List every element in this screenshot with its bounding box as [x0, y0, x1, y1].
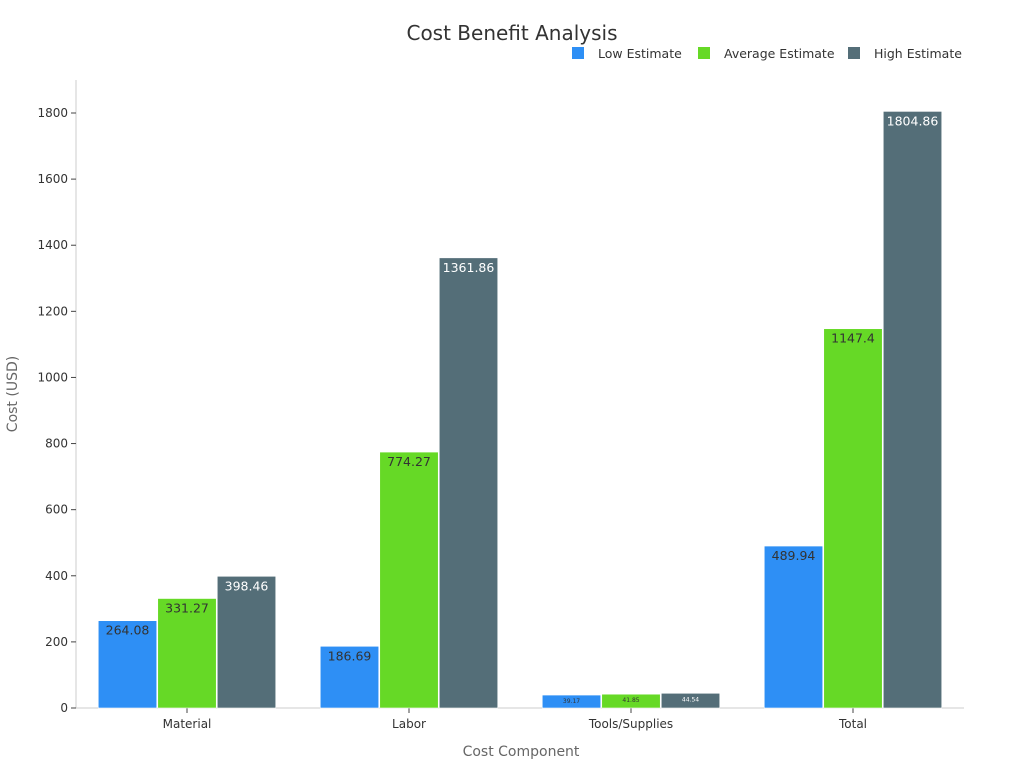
bar	[379, 451, 439, 709]
y-tick-label: 1800	[37, 106, 68, 120]
bar-data-label: 39.17	[563, 698, 580, 705]
bar-data-label: 1147.4	[831, 331, 875, 346]
legend-swatch	[572, 47, 584, 59]
bar-data-label: 1361.86	[443, 260, 495, 275]
bar-data-label: 264.08	[106, 623, 150, 638]
bar	[97, 620, 158, 709]
y-tick-label: 1600	[37, 172, 68, 186]
y-tick-label: 1400	[37, 238, 68, 252]
bar-data-label: 398.46	[225, 578, 269, 593]
y-tick-label: 1000	[37, 370, 68, 384]
bar	[157, 598, 217, 709]
bar-data-label: 489.94	[772, 548, 816, 563]
bar-data-label: 1804.86	[887, 113, 939, 128]
y-tick-label: 800	[45, 437, 68, 451]
legend-label: Low Estimate	[598, 46, 682, 61]
bar-data-label: 186.69	[328, 648, 372, 663]
axes: 0 200 400 600 800 1000 1200 1400 1600 1800 Materia…	[37, 80, 964, 731]
y-tick-label: 400	[45, 569, 68, 583]
bar-data-label: 44.54	[682, 696, 699, 703]
y-tick-label: 1200	[37, 304, 68, 318]
bar-data-label: 331.27	[165, 600, 209, 615]
legend-label: Average Estimate	[724, 46, 835, 61]
bar	[541, 694, 602, 709]
bars	[97, 111, 943, 709]
bar	[823, 328, 883, 709]
bar	[601, 693, 661, 709]
legend-swatch	[698, 47, 710, 59]
bar-labels: 264.08 331.27 398.46 186.69 774.27 1361.86 39.…	[106, 113, 939, 705]
x-tick-label: Tools/Supplies	[588, 717, 673, 731]
bar	[660, 692, 721, 709]
bar	[882, 111, 943, 709]
chart-title: Cost Benefit Analysis	[406, 21, 617, 45]
y-tick-label: 0	[60, 701, 68, 715]
legend-label: High Estimate	[874, 46, 962, 61]
x-axis-label: Cost Component	[463, 744, 580, 760]
legend: Low Estimate Average Estimate High Estimat…	[572, 46, 962, 61]
x-tick-label: Labor	[392, 717, 426, 731]
y-axis-label: Cost (USD)	[5, 356, 21, 432]
x-tick-label: Material	[163, 717, 212, 731]
bar-data-label: 774.27	[387, 454, 431, 469]
legend-swatch	[848, 47, 860, 59]
bar	[319, 645, 380, 709]
bar	[216, 575, 277, 709]
bar	[763, 545, 824, 709]
x-tick-label: Total	[838, 717, 867, 731]
y-tick-label: 200	[45, 635, 68, 649]
bar	[438, 257, 499, 709]
bar-data-label: 41.85	[622, 697, 639, 704]
y-tick-label: 600	[45, 503, 68, 517]
